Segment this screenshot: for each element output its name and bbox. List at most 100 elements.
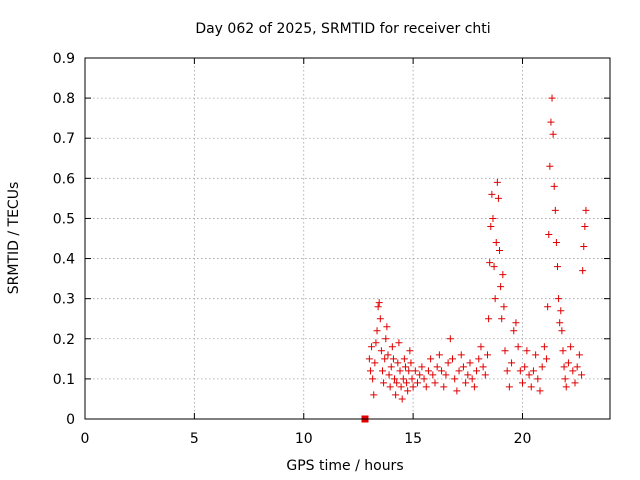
data-point <box>562 383 570 391</box>
data-point <box>540 343 548 351</box>
y-tick-label: 0 <box>66 412 75 428</box>
data-point <box>494 194 502 202</box>
y-tick-labels: 0 0.1 0.2 0.3 0.4 0.5 0.6 0.7 0.8 0.9 <box>53 51 75 428</box>
data-point <box>485 315 493 323</box>
data-point <box>429 371 437 379</box>
data-point <box>424 367 432 375</box>
data-point <box>481 371 489 379</box>
x-tick-label: 5 <box>190 431 199 447</box>
data-point <box>487 222 495 230</box>
data-point <box>545 230 553 238</box>
data-point <box>405 367 413 375</box>
data-point <box>449 355 456 363</box>
data-point <box>510 327 518 335</box>
data-point <box>389 355 397 363</box>
data-point <box>388 343 396 351</box>
data-point <box>479 363 487 371</box>
data-point <box>370 391 378 399</box>
data-point <box>544 303 552 311</box>
data-point <box>567 343 575 351</box>
data-point <box>376 315 384 323</box>
data-point <box>523 347 531 355</box>
data-point <box>399 375 407 383</box>
data-point <box>548 94 556 102</box>
data-point <box>538 363 546 371</box>
x-tick-label: 10 <box>295 431 313 447</box>
y-tick-label: 0.4 <box>53 252 75 268</box>
x-tick-label: 15 <box>404 431 422 447</box>
data-point <box>418 363 426 371</box>
grid <box>85 58 610 419</box>
data-point <box>503 367 511 375</box>
data-point <box>386 383 394 391</box>
y-tick-label: 0.2 <box>53 332 75 348</box>
data-point <box>579 267 587 275</box>
data-point <box>387 363 395 371</box>
data-point <box>546 162 554 170</box>
data-point <box>559 347 567 355</box>
data-point <box>381 355 389 363</box>
x-tick-label: 20 <box>514 431 532 447</box>
data-point <box>427 355 435 363</box>
data-point <box>416 371 424 379</box>
data-point <box>490 263 498 271</box>
data-point <box>451 375 459 383</box>
data-point <box>484 351 491 359</box>
data-point <box>498 315 506 323</box>
data-point <box>470 383 478 391</box>
data-point <box>457 351 465 359</box>
data-point <box>401 363 409 371</box>
data-point <box>496 247 504 255</box>
data-point <box>492 239 500 247</box>
data-point <box>556 319 564 327</box>
data-point <box>392 391 400 399</box>
data-point <box>534 375 542 383</box>
data-point <box>422 383 430 391</box>
data-point <box>403 379 411 387</box>
data-point <box>561 375 569 383</box>
data-point <box>438 367 446 375</box>
data-point <box>379 367 386 375</box>
data-point <box>505 383 513 391</box>
data-point <box>477 343 485 351</box>
data-point <box>395 339 403 347</box>
plot-frame <box>84 57 611 420</box>
data-point <box>407 359 415 367</box>
data-point <box>453 387 461 395</box>
data-point <box>512 319 520 327</box>
data-point <box>499 271 507 279</box>
data-point <box>383 323 391 331</box>
data-point <box>414 379 421 387</box>
data-point <box>575 351 583 359</box>
y-tick-label: 0.1 <box>53 372 75 388</box>
data-point <box>521 363 529 371</box>
y-tick-label: 0.8 <box>53 91 75 107</box>
data-point <box>489 214 497 222</box>
y-tick-label: 0.7 <box>53 131 75 147</box>
data-point <box>384 351 392 359</box>
data-point <box>468 375 476 383</box>
data-point <box>549 130 557 138</box>
data-point <box>420 375 428 383</box>
x-tick-label: 0 <box>81 431 90 447</box>
data-point <box>397 383 405 391</box>
data-point <box>374 303 382 311</box>
data-point <box>382 335 390 343</box>
data-point <box>380 379 388 387</box>
data-points <box>361 94 590 423</box>
data-point <box>536 387 544 395</box>
data-point <box>440 383 448 391</box>
data-point <box>369 375 377 383</box>
data-point <box>547 118 555 126</box>
data-point <box>554 263 561 271</box>
data-point <box>400 355 408 363</box>
data-point <box>391 375 399 383</box>
data-point <box>582 206 590 214</box>
data-point <box>501 347 509 355</box>
data-point <box>366 367 374 375</box>
y-tick-label: 0.9 <box>53 51 75 67</box>
data-point <box>543 355 551 363</box>
data-point <box>491 295 499 303</box>
y-tick-label: 0.3 <box>53 292 75 308</box>
